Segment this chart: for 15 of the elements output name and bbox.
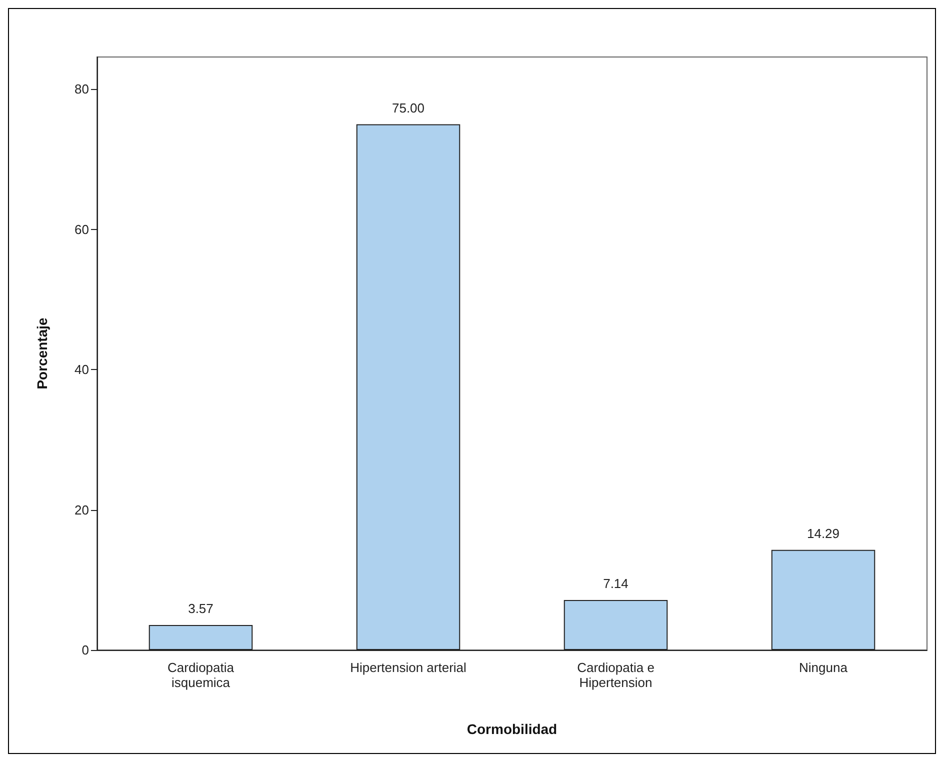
y-tick-label: 20 [74,502,89,518]
y-tick-label: 80 [74,82,89,97]
data-label: 3.57 [188,600,214,616]
data-label: 75.00 [392,100,425,116]
x-tick-label: Cardiopatia e Hipertension [577,660,654,690]
y-axis-title: Porcentaje [34,317,50,390]
x-tick-label: Ninguna [799,660,848,675]
x-tick-label: Hipertension arterial [350,660,467,675]
y-tick-label: 0 [82,642,89,658]
data-label: 7.14 [603,576,628,591]
y-tick-label: 60 [74,222,89,237]
data-label: 14.29 [806,526,840,541]
y-tick-label: 40 [74,362,89,378]
x-tick-label: Cardiopatia isquemica [168,660,235,690]
x-axis-title: Cormobilidad [466,721,558,737]
